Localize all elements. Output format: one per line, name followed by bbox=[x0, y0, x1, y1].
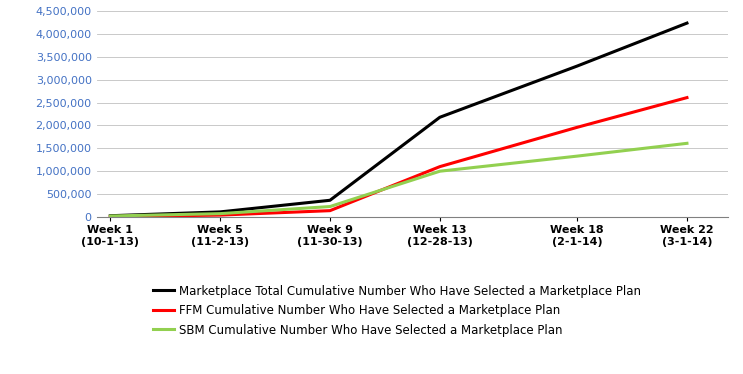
FFM Cumulative Number Who Have Selected a Marketplace Plan bbox=[683, 95, 692, 100]
Marketplace Total Cumulative Number Who Have Selected a Marketplace Plan bbox=[435, 115, 444, 120]
Marketplace Total Cumulative Number Who Have Selected a Marketplace Plan bbox=[325, 198, 334, 203]
SBM Cumulative Number Who Have Selected a Marketplace Plan bbox=[683, 141, 692, 145]
SBM Cumulative Number Who Have Selected a Marketplace Plan bbox=[435, 169, 444, 174]
FFM Cumulative Number Who Have Selected a Marketplace Plan bbox=[106, 214, 114, 219]
Line: Marketplace Total Cumulative Number Who Have Selected a Marketplace Plan: Marketplace Total Cumulative Number Who … bbox=[110, 23, 687, 216]
Legend: Marketplace Total Cumulative Number Who Have Selected a Marketplace Plan, FFM Cu: Marketplace Total Cumulative Number Who … bbox=[153, 285, 641, 337]
Marketplace Total Cumulative Number Who Have Selected a Marketplace Plan bbox=[573, 64, 582, 68]
SBM Cumulative Number Who Have Selected a Marketplace Plan bbox=[573, 154, 582, 158]
FFM Cumulative Number Who Have Selected a Marketplace Plan bbox=[573, 125, 582, 129]
FFM Cumulative Number Who Have Selected a Marketplace Plan bbox=[215, 213, 224, 217]
SBM Cumulative Number Who Have Selected a Marketplace Plan bbox=[325, 204, 334, 209]
FFM Cumulative Number Who Have Selected a Marketplace Plan bbox=[435, 165, 444, 169]
Marketplace Total Cumulative Number Who Have Selected a Marketplace Plan bbox=[106, 214, 114, 218]
Line: FFM Cumulative Number Who Have Selected a Marketplace Plan: FFM Cumulative Number Who Have Selected … bbox=[110, 98, 687, 217]
Line: SBM Cumulative Number Who Have Selected a Marketplace Plan: SBM Cumulative Number Who Have Selected … bbox=[110, 143, 687, 216]
FFM Cumulative Number Who Have Selected a Marketplace Plan bbox=[325, 208, 334, 213]
Marketplace Total Cumulative Number Who Have Selected a Marketplace Plan bbox=[215, 210, 224, 214]
SBM Cumulative Number Who Have Selected a Marketplace Plan bbox=[106, 214, 114, 218]
Marketplace Total Cumulative Number Who Have Selected a Marketplace Plan bbox=[683, 21, 692, 25]
SBM Cumulative Number Who Have Selected a Marketplace Plan bbox=[215, 211, 224, 216]
